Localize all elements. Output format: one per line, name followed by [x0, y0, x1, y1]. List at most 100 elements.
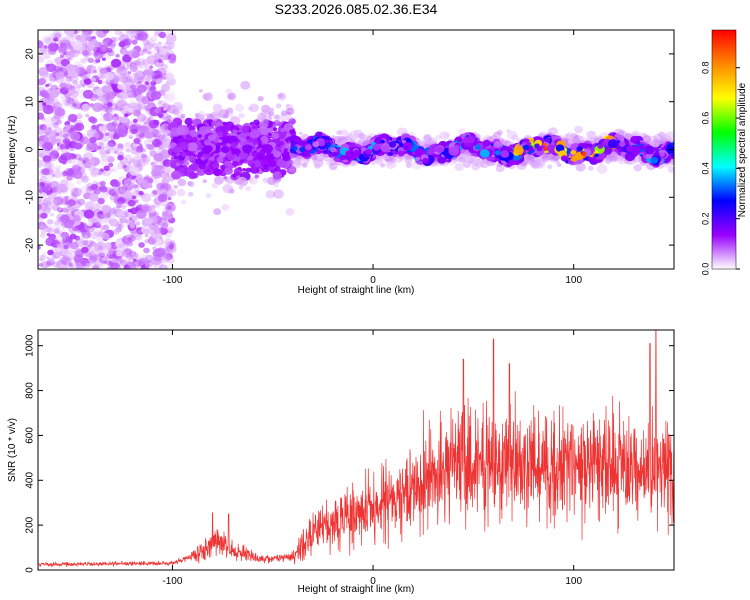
- spectrogram-cell: [160, 227, 169, 235]
- spectrogram-cell: [93, 70, 98, 74]
- spectrogram-cell: [43, 128, 51, 135]
- spectrogram-cell: [179, 142, 189, 151]
- spectrogram-cell: [135, 87, 144, 96]
- spectrogram-cell: [109, 262, 114, 267]
- spectrogram-cell: [153, 70, 163, 79]
- spectrogram-cell: [38, 146, 48, 156]
- spectrogram-cell: [41, 168, 50, 176]
- spectrogram-cell: [241, 125, 250, 133]
- spectrogram-cell: [68, 113, 78, 123]
- spectrogram-cell: [143, 69, 150, 75]
- spectrogram-cell: [131, 50, 140, 59]
- spectrogram-cell: [279, 141, 285, 146]
- spectrogram-cell: [103, 112, 114, 122]
- spectrogram-cell: [141, 96, 151, 105]
- spectrogram-cell: [48, 47, 56, 54]
- spectrogram-cell: [228, 111, 234, 117]
- spectrogram-cell: [82, 30, 94, 36]
- spectrogram-cell: [117, 128, 128, 138]
- spectrogram-cell: [85, 113, 90, 118]
- spectrogram-cell: [282, 154, 291, 162]
- spectrogram-cell: [58, 155, 68, 164]
- spectrogram-cell: [159, 47, 168, 56]
- spectrogram-cell: [157, 58, 163, 64]
- spectrogram-cell: [265, 152, 273, 159]
- spectrogram-cell: [44, 117, 54, 126]
- spectrogram-cell: [331, 134, 335, 138]
- spectrogram-cell: [211, 182, 219, 189]
- spectrogram-cell: [313, 161, 321, 167]
- spectrogram-cell: [202, 179, 207, 184]
- spectrogram-cell: [136, 183, 141, 188]
- spectrogram-cell: [329, 163, 338, 171]
- spectrogram-cell: [454, 163, 464, 171]
- spectrogram-cell: [187, 191, 194, 197]
- spectrogram-cell: [72, 84, 79, 89]
- spectrogram-cell: [232, 117, 240, 124]
- spectrogram-cell: [147, 144, 155, 151]
- spectrogram-cell: [71, 40, 83, 51]
- spectrogram-cell: [149, 65, 154, 69]
- spectrogram-cell: [242, 168, 247, 172]
- spectrogram-cell: [93, 221, 102, 229]
- spectrogram-cell: [89, 157, 100, 166]
- spectrogram-cell: [172, 101, 183, 111]
- spectrogram-cell: [106, 42, 116, 51]
- spectrogram-cell: [128, 220, 135, 226]
- spectrogram-cell: [107, 248, 114, 254]
- spectrogram-cell: [38, 263, 43, 267]
- spectrogram-cell: [90, 117, 98, 124]
- spectrogram-cell: [164, 168, 171, 174]
- chart-title: S233.2026.085.02.36.E34: [275, 1, 438, 17]
- spectrogram-cell: [122, 164, 127, 169]
- spectrogram-cell: [227, 94, 233, 99]
- spectrogram-cell: [224, 167, 234, 175]
- spectrogram-cell: [157, 99, 163, 104]
- spectrogram-cell: [138, 225, 144, 230]
- spectrogram-cell: [207, 91, 213, 96]
- spectrogram-cell: [50, 193, 56, 198]
- spectrogram-cell: [129, 226, 138, 235]
- spectrogram-cell: [130, 79, 137, 85]
- spectrogram-cell: [163, 107, 168, 111]
- spectrogram-cell: [60, 93, 70, 102]
- spectrogram-cell: [89, 263, 95, 267]
- spectrogram-cell: [161, 69, 171, 78]
- spectrogram-cell: [275, 103, 282, 109]
- spectrogram-cell: [167, 205, 172, 210]
- spectrogram-cell: [107, 49, 115, 57]
- spectrogram-cell: [268, 160, 277, 168]
- spectrogram-cell: [61, 45, 69, 52]
- spectrogram-cell: [221, 203, 230, 211]
- spectrogram-cell: [99, 123, 104, 127]
- spectrogram-cell: [117, 223, 122, 228]
- spectrogram-cell: [82, 228, 88, 233]
- spectrogram-cell: [175, 162, 181, 167]
- spectrogram-cell: [225, 88, 233, 95]
- spectrogram-cell: [92, 216, 99, 222]
- spectrogram-cell: [52, 148, 59, 155]
- spectrogram-cell: [137, 58, 146, 66]
- spectrogram-cell: [126, 161, 132, 166]
- spectrogram-cell: [38, 159, 44, 168]
- spectrogram-cell: [145, 174, 150, 178]
- spectrogram-cell: [105, 149, 111, 155]
- spectrogram-cell: [251, 125, 256, 130]
- spectrogram-cell: [92, 203, 101, 211]
- spectrogram-cell: [143, 247, 150, 254]
- spectrogram-cell: [64, 195, 69, 200]
- spectrogram-cell: [120, 76, 129, 84]
- spectrogram-cell: [92, 102, 104, 113]
- spectrogram-cell: [127, 160, 133, 165]
- spectrogram-cell: [93, 88, 98, 93]
- spectrogram-cell: [65, 51, 71, 56]
- spectrogram-cell: [131, 146, 137, 151]
- spectrogram-cell: [238, 113, 245, 119]
- spectrogram-cell: [110, 168, 115, 172]
- spectrogram-cell: [150, 190, 159, 198]
- spectrogram-cell: [385, 159, 397, 169]
- spectrogram-cell: [237, 176, 248, 187]
- spectrogram-cell: [39, 225, 45, 229]
- spectrogram-cell: [115, 221, 125, 230]
- spectrogram-cell: [150, 161, 155, 166]
